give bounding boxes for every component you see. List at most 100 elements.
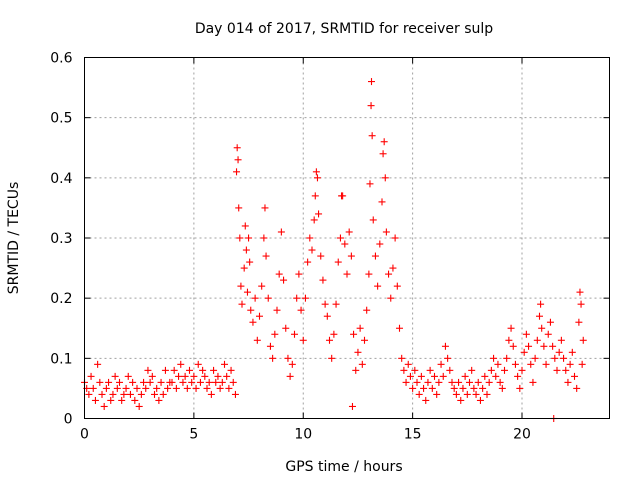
data-point [398,354,406,362]
y-tick-label: 0.6 [50,51,72,67]
data-point [142,384,150,392]
data-point [511,360,519,368]
data-point [494,360,502,368]
data-point [356,324,364,332]
data-point [172,384,180,392]
data-point [544,330,552,338]
data-point [144,366,152,374]
data-point [571,372,578,380]
x-tick-label: 5 [189,427,198,443]
data-point [159,390,167,398]
data-point [288,360,296,368]
data-point [551,354,559,362]
data-point [472,390,480,398]
x-tick-label: 20 [513,427,531,443]
data-point [409,384,417,392]
data-point [450,384,458,392]
data-point [304,258,312,266]
data-point [518,366,526,374]
data-point [509,342,517,350]
data-point [188,378,196,386]
data-point [229,378,237,386]
data-point [201,372,209,380]
data-point [404,360,412,368]
data-point [531,354,539,362]
data-point [242,246,250,254]
data-point [457,396,465,404]
data-point [291,330,298,338]
data-point [126,390,134,398]
data-point [415,390,423,398]
data-point [196,378,204,386]
data-point [549,342,557,350]
data-point [348,402,356,410]
data-point [367,102,375,110]
y-tick-label: 0.1 [50,351,72,367]
data-point [179,378,187,386]
data-point [381,174,389,182]
data-point [461,372,469,380]
data-point [459,384,467,392]
data-point [350,330,358,338]
data-point [297,306,305,314]
data-point [330,330,338,338]
data-point [553,366,561,374]
data-point [520,348,528,356]
data-point [94,360,102,368]
data-point [247,306,255,314]
data-point [369,216,377,224]
data-point [151,390,158,398]
data-point [503,354,511,362]
data-point [253,336,261,344]
data-point [317,252,325,260]
data-point [352,366,360,374]
data-point [261,204,269,212]
data-point [280,276,288,284]
data-point [153,384,161,392]
data-point [157,378,165,386]
data-point [455,378,463,386]
data-point [313,174,321,182]
data-point [546,318,554,326]
data-point [243,288,251,296]
data-point [249,318,257,326]
data-point [271,330,279,338]
x-tick-label: 0 [80,427,89,443]
data-point [538,324,546,332]
data-point [306,234,314,242]
data-point [476,396,484,404]
data-point [207,390,215,398]
data-point [223,372,231,380]
data-point [203,384,211,392]
data-point [233,168,241,176]
data-point [227,366,235,374]
data-point [413,378,421,386]
data-point [505,336,513,344]
data-point [393,282,401,290]
data-point [328,354,336,362]
data-point [155,396,163,404]
data-point [312,168,320,176]
data-point [540,342,548,350]
y-tick-label: 0.2 [50,291,72,307]
data-point [575,318,583,326]
data-point [91,396,99,404]
data-point [557,336,565,344]
data-point [240,264,248,272]
data-point [474,378,482,386]
data-point [379,150,387,158]
data-point [231,390,239,398]
data-point [466,378,473,386]
data-point [214,372,222,380]
data-point [529,378,537,386]
data-point [129,378,137,386]
data-point [470,384,478,392]
data-point [573,384,581,392]
data-point [437,360,445,368]
data-point [181,372,189,380]
data-point [218,378,226,386]
data-point [277,228,285,236]
data-point [507,324,515,332]
